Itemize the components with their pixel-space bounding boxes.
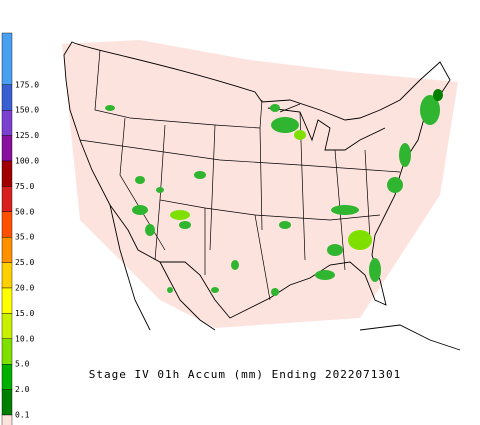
baja-mexico bbox=[109, 204, 216, 331]
legend-label: 35.0 bbox=[15, 233, 34, 242]
legend-swatch bbox=[1, 414, 13, 425]
legend-label: 150.0 bbox=[15, 106, 39, 115]
legend: 175.0 150.0 125.0 100.0 75.0 50.0 35.0 25.0 20.0… bbox=[1, 32, 39, 425]
legend-label: 50.0 bbox=[15, 207, 34, 216]
legend-label: 0.1 bbox=[15, 411, 30, 420]
precipitation bbox=[105, 89, 443, 296]
legend-swatch bbox=[1, 287, 13, 314]
legend-label: 125.0 bbox=[15, 131, 39, 140]
legend-swatch bbox=[1, 364, 13, 390]
legend-swatch bbox=[1, 186, 13, 212]
legend-label: 15.0 bbox=[15, 309, 34, 318]
legend-swatch bbox=[1, 84, 13, 111]
great-lakes bbox=[267, 103, 386, 151]
map-title: Stage IV 01h Accum (mm) Ending 202207130… bbox=[89, 368, 402, 381]
legend-swatch bbox=[1, 160, 13, 187]
legend-swatch bbox=[1, 338, 13, 365]
legend-label: 20.0 bbox=[15, 284, 34, 293]
map bbox=[62, 40, 461, 351]
legend-label: 2.0 bbox=[15, 385, 30, 394]
legend-swatch bbox=[1, 262, 13, 289]
legend-label: 175.0 bbox=[15, 80, 39, 89]
legend-swatch bbox=[1, 109, 13, 136]
legend-label: 25.0 bbox=[15, 258, 34, 267]
legend-swatch bbox=[1, 135, 13, 162]
legend-swatch bbox=[1, 236, 13, 263]
legend-label: 100.0 bbox=[15, 157, 39, 166]
legend-swatch bbox=[1, 211, 13, 238]
legend-label: 75.0 bbox=[15, 182, 34, 191]
data-domain bbox=[62, 40, 458, 328]
legend-swatch bbox=[1, 389, 13, 416]
coastline bbox=[63, 41, 451, 319]
legend-label: 5.0 bbox=[15, 360, 30, 369]
legend-swatch bbox=[1, 32, 13, 85]
legend-label: 10.0 bbox=[15, 334, 34, 343]
legend-swatch bbox=[1, 313, 13, 339]
cuba bbox=[359, 324, 461, 351]
